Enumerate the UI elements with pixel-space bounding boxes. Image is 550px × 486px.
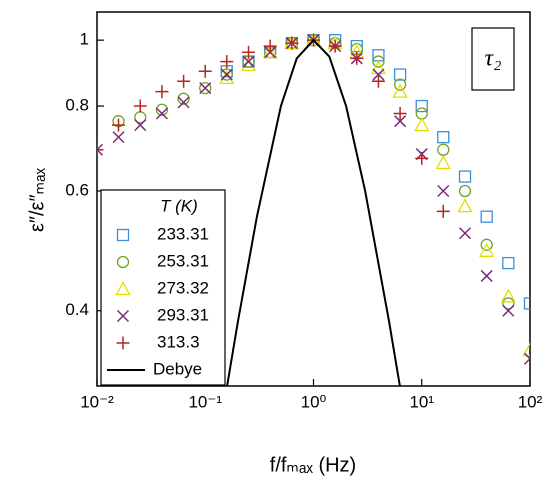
marker-x: [394, 115, 407, 128]
marker-x: [523, 352, 530, 365]
marker-circle: [458, 184, 472, 198]
marker-square: [393, 68, 407, 81]
marker-square: [350, 39, 363, 53]
marker-plus: [155, 85, 169, 99]
y-tick-label: 0.8: [65, 96, 89, 115]
marker-x: [480, 269, 493, 282]
marker-plus: [371, 74, 385, 88]
marker-x: [134, 119, 147, 132]
marker-plus: [263, 39, 277, 53]
marker-triangle: [522, 342, 530, 357]
marker-x: [220, 68, 233, 81]
marker-x: [97, 143, 104, 156]
legend-label: 233.31: [157, 224, 209, 243]
marker-plus: [198, 64, 212, 78]
marker-x: [437, 184, 450, 198]
marker-circle: [437, 143, 450, 156]
marker-plus: [220, 55, 234, 69]
marker-triangle: [479, 242, 495, 257]
marker-plus: [285, 36, 299, 50]
x-axis-label: f/fₘₐₓ (Hz): [270, 454, 356, 476]
marker-x: [155, 107, 168, 120]
legend-title: T (K): [160, 196, 198, 215]
marker-square: [437, 131, 450, 144]
marker-triangle: [370, 60, 387, 75]
marker-circle: [177, 92, 190, 105]
legend-box: [100, 189, 226, 386]
marker-triangle: [414, 117, 430, 132]
x-tick-label: 10²: [518, 392, 543, 411]
marker-square: [116, 228, 130, 242]
marker-plus: [350, 51, 364, 65]
marker-plus: [133, 99, 147, 113]
debye-line: [226, 38, 401, 386]
marker-triangle: [500, 288, 516, 303]
marker-plus: [177, 74, 191, 88]
annotation: τ₂: [485, 46, 502, 72]
marker-plus: [242, 45, 256, 59]
marker-triangle: [457, 198, 473, 213]
marker-plus: [97, 143, 104, 157]
x-tick-label: 10⁰: [301, 392, 327, 411]
x-tick-label: 10⁻¹: [188, 392, 222, 411]
marker-x: [177, 96, 190, 109]
marker-square: [372, 49, 385, 62]
marker-x: [242, 55, 255, 68]
marker-circle: [199, 81, 212, 95]
marker-square: [415, 99, 428, 113]
y-axis-label: ε″/ε″ₘₐₓ: [26, 168, 48, 232]
x-tick-label: 10⁻²: [80, 392, 114, 411]
marker-plus: [436, 204, 450, 218]
y-tick-label: 0.6: [65, 180, 89, 199]
marker-triangle: [115, 281, 131, 296]
marker-triangle: [392, 83, 408, 98]
marker-plus: [116, 336, 130, 350]
marker-plus: [415, 151, 429, 165]
marker-triangle: [435, 154, 451, 169]
legend-label: 253.31: [157, 251, 209, 270]
marker-plus: [328, 39, 342, 53]
marker-circle: [116, 255, 130, 269]
marker-x: [112, 131, 125, 144]
marker-square: [502, 256, 515, 270]
marker-x: [372, 68, 385, 81]
marker-circle: [480, 238, 493, 251]
legend-label: Debye: [153, 359, 202, 378]
plot-area: [97, 32, 530, 386]
legend-label: 273.32: [157, 278, 209, 297]
marker-circle: [393, 78, 407, 91]
x-tick-label: 10¹: [409, 392, 434, 411]
y-tick-label: 1: [80, 30, 89, 49]
marker-x: [199, 82, 212, 95]
marker-plus: [112, 118, 126, 132]
legend-label: 293.31: [157, 305, 209, 324]
marker-square: [458, 170, 472, 183]
marker-plus: [393, 107, 407, 121]
marker-triangle: [262, 44, 278, 59]
legend-label: 313.3: [157, 332, 200, 351]
marker-circle: [372, 55, 385, 68]
marker-x: [116, 309, 130, 323]
marker-square: [523, 297, 530, 310]
marker-x: [458, 227, 472, 240]
marker-x: [502, 304, 515, 317]
marker-square: [480, 210, 493, 223]
y-tick-label: 0.4: [65, 300, 89, 319]
marker-circle: [155, 103, 169, 116]
marker-circle: [502, 297, 515, 310]
annotation-box: [471, 27, 515, 91]
marker-circle: [220, 68, 233, 81]
